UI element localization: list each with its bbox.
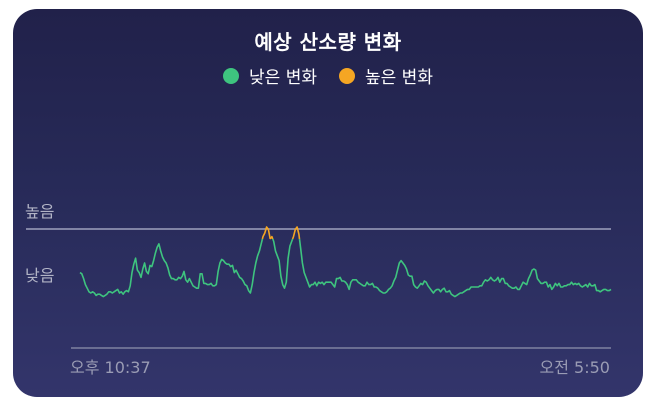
series-segment-high — [291, 226, 301, 240]
legend-label-high: 높은 변화 — [365, 68, 433, 88]
legend-dot-high — [339, 67, 355, 84]
series-segment-high — [261, 226, 271, 240]
y-tick-label-high: 높음 — [25, 202, 54, 221]
x-tick-label-start: 오후 10:37 — [70, 358, 151, 377]
series-segment-low — [298, 238, 612, 298]
x-tick-label-end: 오전 5:50 — [540, 358, 610, 377]
legend-item-low: 낮은 변화 — [223, 63, 317, 88]
legend: 낮은 변화 높은 변화 — [13, 63, 643, 88]
chart-axes: 높음 낮음 오후 10:37 오전 5:50 — [25, 202, 611, 377]
series-segment-high — [269, 235, 274, 240]
series-segment-low — [79, 238, 264, 298]
chart-plot: 높음 낮음 오후 10:37 오전 5:50 — [25, 202, 612, 377]
series-layer — [79, 226, 612, 298]
chart-title: 예상 산소량 변화 — [254, 30, 402, 54]
legend-dot-low — [223, 67, 240, 84]
series-segment-low — [272, 238, 294, 290]
legend-item-high: 높은 변화 — [339, 63, 433, 88]
chart-card: 예상 산소량 변화 낮은 변화 높은 변화 높음 낮음 오후 10:37 오전 … — [13, 9, 643, 397]
legend-label-low: 낮은 변화 — [249, 68, 317, 88]
y-tick-label-low: 낮음 — [25, 266, 54, 285]
